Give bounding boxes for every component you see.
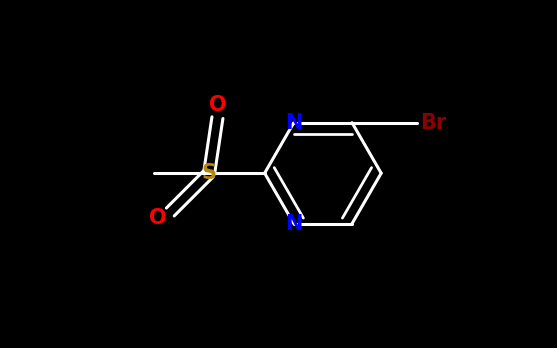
Text: N: N — [285, 113, 302, 133]
Text: N: N — [285, 214, 302, 234]
Text: O: O — [209, 95, 226, 116]
Text: O: O — [149, 207, 167, 228]
Text: S: S — [202, 163, 217, 183]
Text: Br: Br — [421, 113, 447, 133]
